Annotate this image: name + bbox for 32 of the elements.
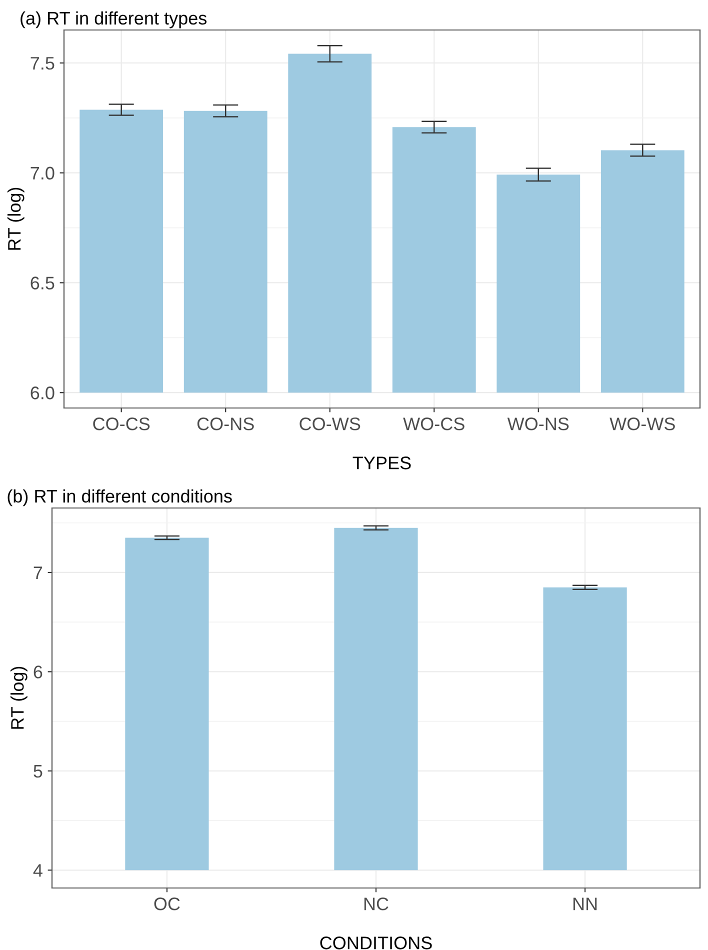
y-tick-label: 6.5: [30, 276, 54, 290]
y-axis-title: RT (log): [10, 666, 28, 729]
x-tick-label: NN: [573, 898, 597, 910]
x-tick-label: WO-CS: [403, 418, 464, 430]
bar: [334, 528, 418, 870]
x-tick-label: CO-WS: [300, 418, 360, 430]
bar: [543, 587, 627, 870]
y-tick-label: 4: [33, 864, 42, 877]
y-tick-label: 5: [34, 765, 42, 778]
bar: [288, 54, 372, 393]
y-tick-label: 7.0: [30, 166, 54, 180]
x-tick-label: NC: [364, 898, 388, 910]
bar: [392, 127, 476, 393]
x-tick-label: WO-NS: [507, 418, 569, 430]
x-tick-label: CO-CS: [93, 418, 150, 430]
chart-title: (a) RT in different types: [20, 11, 207, 28]
bar: [184, 110, 268, 393]
y-axis-title: RT (log): [7, 188, 24, 250]
bar: [496, 174, 580, 393]
x-tick-label: OC: [154, 898, 180, 910]
y-tick-label: 6: [34, 666, 42, 678]
chart-title: (b) RT in different conditions: [8, 489, 232, 506]
bar: [125, 538, 209, 870]
x-tick-label: CO-NS: [197, 418, 254, 430]
bar: [80, 110, 164, 393]
y-tick-label: 7.5: [30, 57, 54, 70]
x-tick-label: WO-WS: [610, 418, 675, 430]
x-axis-title: TYPES: [352, 456, 411, 470]
y-tick-label: 6.0: [30, 386, 54, 400]
bar: [600, 150, 684, 393]
y-tick-label: 7: [34, 566, 42, 580]
x-axis-title: CONDITIONS: [320, 936, 432, 950]
